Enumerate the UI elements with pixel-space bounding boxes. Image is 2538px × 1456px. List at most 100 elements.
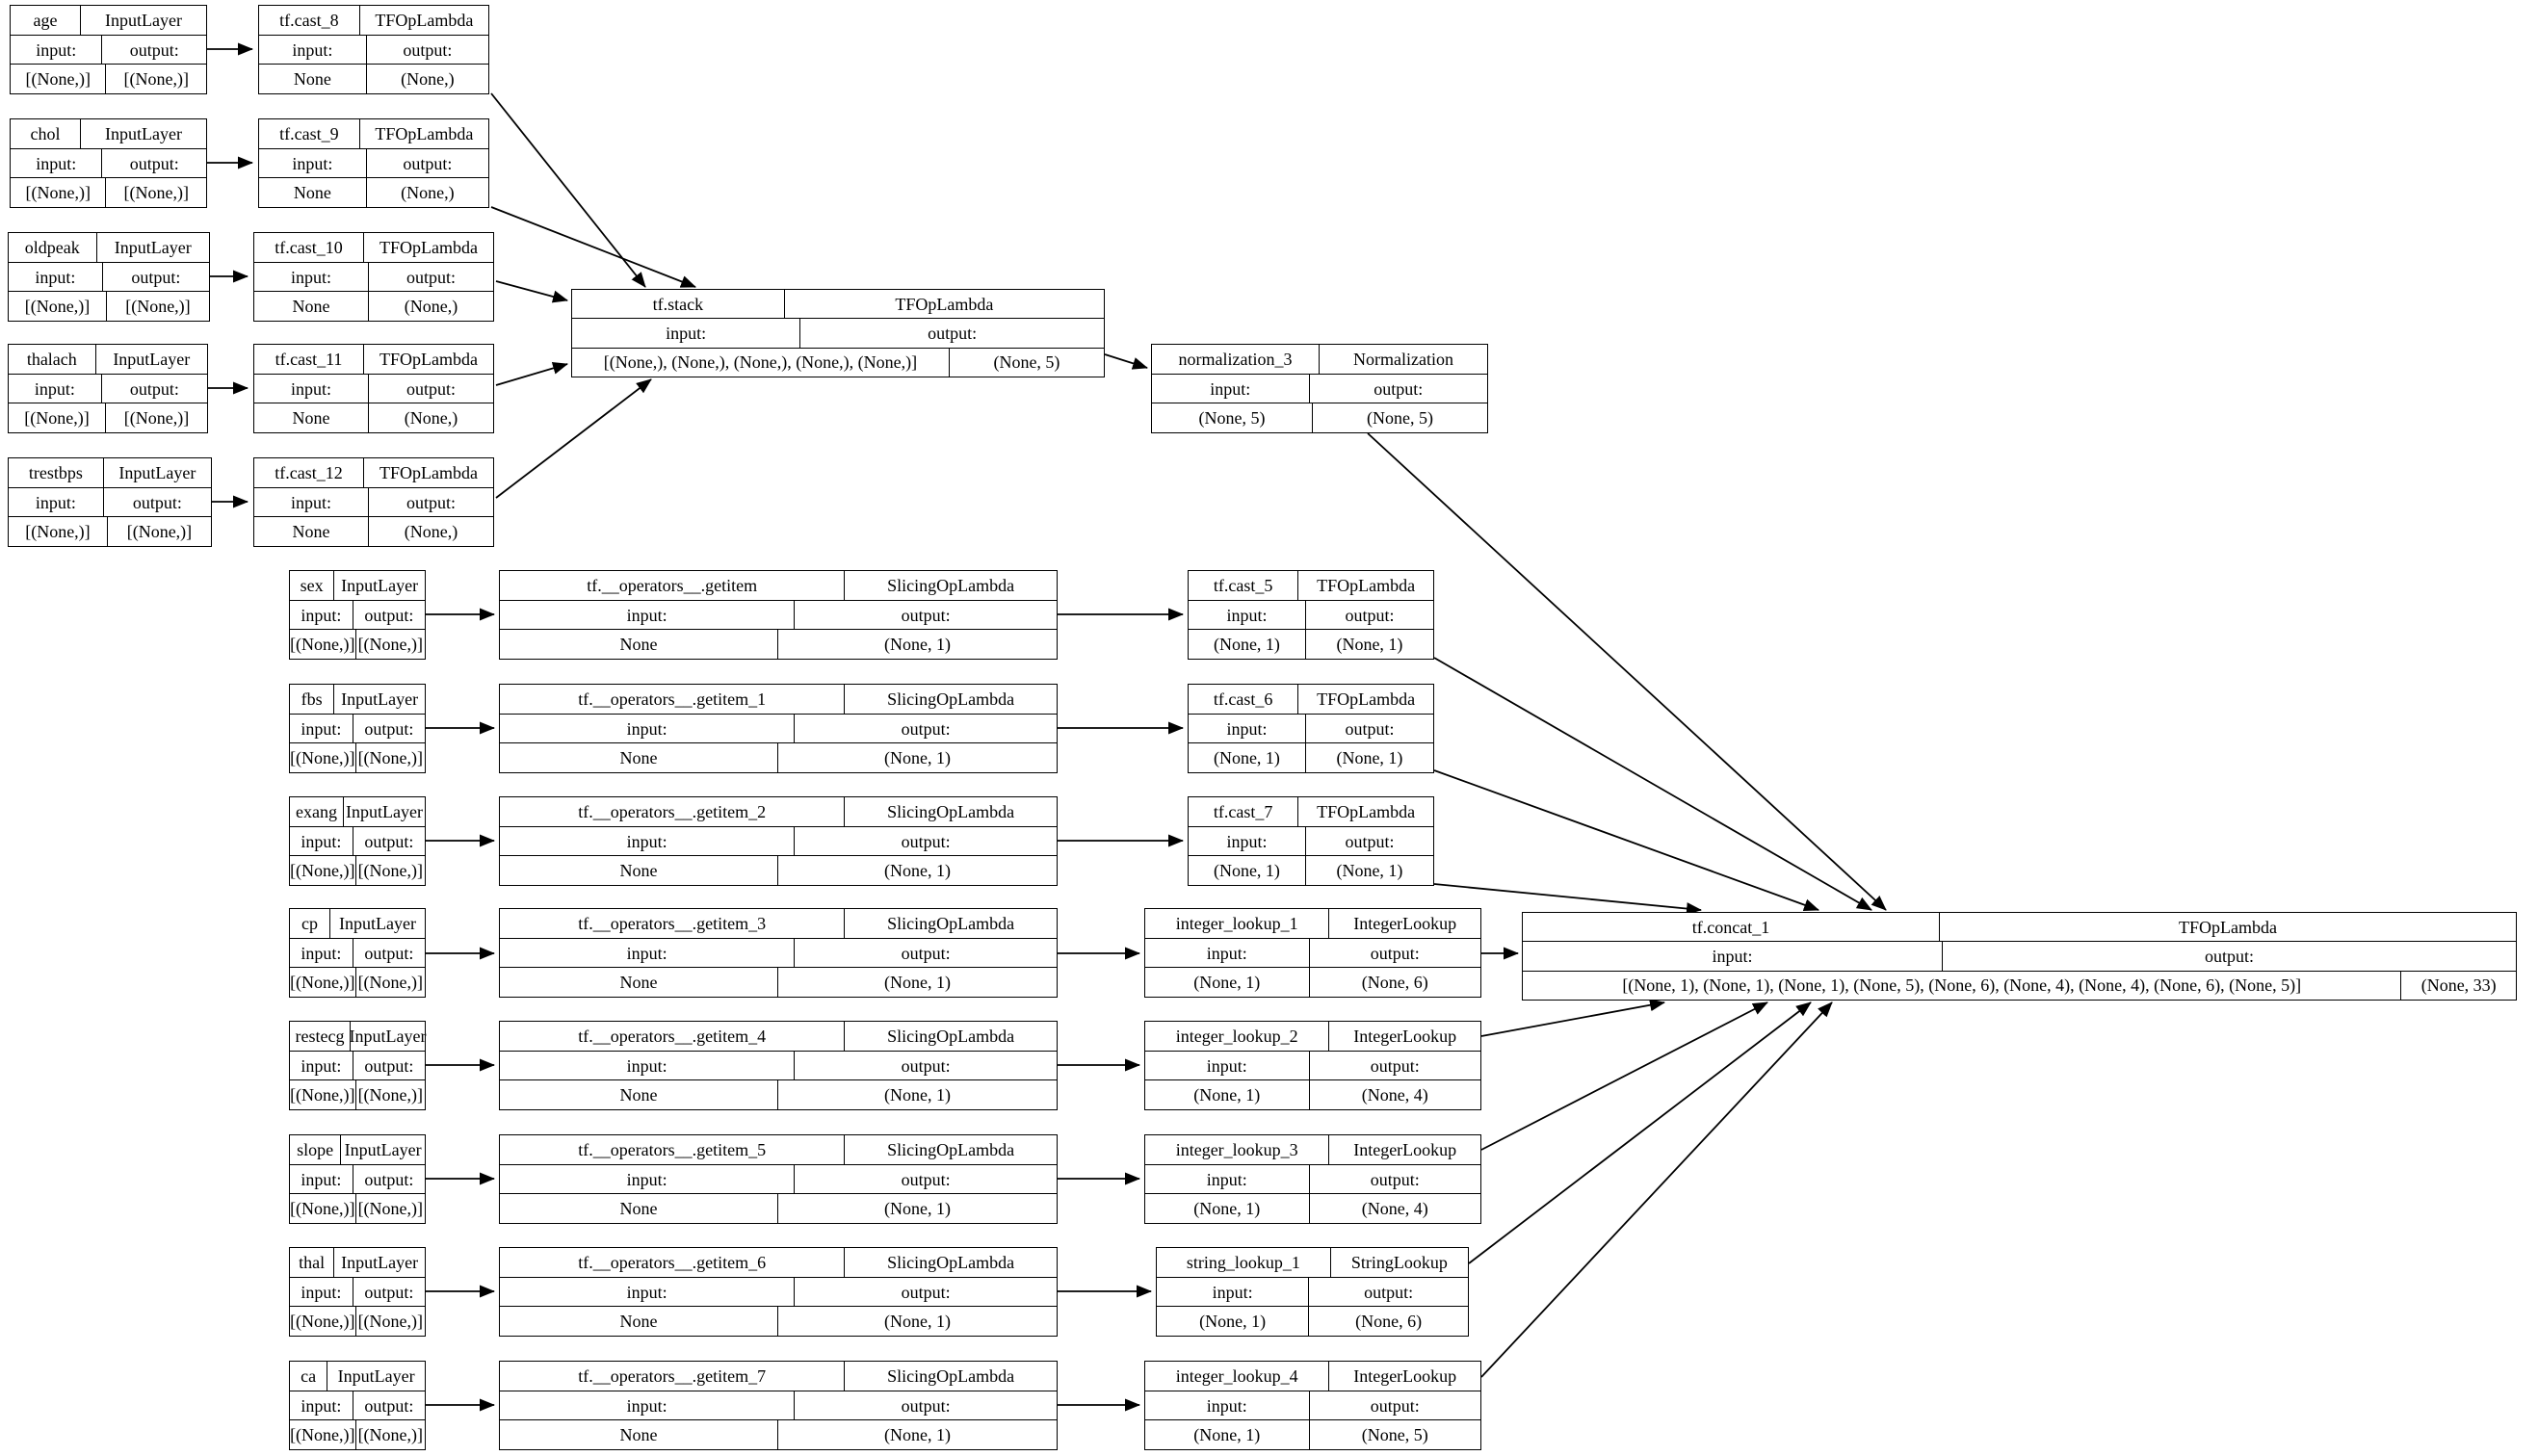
input-label: input: [1189, 826, 1306, 856]
output-label: output: [1364, 1282, 1414, 1302]
node-row: [(None,)] [(None,)] [9, 292, 209, 322]
node-row: input: output: [254, 374, 493, 404]
node-row: None (None,) [259, 65, 488, 94]
layer-name: tf.cast_9 [259, 119, 360, 148]
layer-name: thalach [9, 345, 96, 374]
layer-class: InputLayer [105, 123, 183, 143]
input-shape: None [500, 856, 778, 886]
input-label: input: [259, 148, 367, 178]
layer-name: ca [290, 1362, 328, 1391]
input-label: input: [290, 1051, 353, 1080]
node-row: integer_lookup_4 IntegerLookup [1145, 1362, 1480, 1391]
input-label: input: [1145, 1051, 1310, 1080]
node-row: slope InputLayer [290, 1135, 425, 1165]
layer-name: slope [290, 1135, 342, 1164]
input-label: input: [1523, 942, 1944, 971]
node-row: [(None,)] [(None,)] [290, 1307, 425, 1337]
input-shape: (None, 1) [1189, 743, 1306, 773]
output-shape: (None, 1) [884, 1199, 951, 1219]
layer-class: SlicingOpLambda [887, 1026, 1015, 1046]
input-shape: [(None, 1), (None, 1), (None, 1), (None,… [1523, 971, 2402, 1000]
edge-tf.cast_8-to-tf.stack [490, 92, 646, 288]
node-row: ca InputLayer [290, 1362, 425, 1391]
input-label: input: [500, 714, 796, 743]
layer-class: TFOpLambda [2179, 917, 2277, 937]
output-shape: (None, 1) [884, 1085, 951, 1105]
node-row: thal InputLayer [290, 1248, 425, 1278]
node-row: integer_lookup_1 IntegerLookup [1145, 909, 1480, 939]
node-row: [(None,)] [(None,)] [290, 743, 425, 773]
input-label: input: [500, 1164, 796, 1194]
output-shape: [(None,)] [357, 861, 424, 881]
input-label: input: [9, 262, 103, 292]
node-row: None (None,) [254, 403, 493, 433]
output-shape: [(None,)] [126, 522, 193, 542]
node-row: None (None, 1) [500, 743, 1057, 773]
output-shape: (None, 1) [884, 635, 951, 655]
node-tf-operators-getitem-6: tf.__operators__.getitem_6 SlicingOpLambd… [499, 1247, 1058, 1337]
output-label: output: [406, 378, 457, 399]
node-age: age InputLayer input: output: [(None,)] [(Non… [10, 5, 207, 94]
input-label: input: [290, 938, 353, 968]
output-shape: (None,) [404, 297, 458, 317]
output-label: output: [1345, 605, 1395, 625]
input-label: input: [290, 826, 353, 856]
output-shape: (None,) [401, 183, 455, 203]
output-shape: (None, 1) [1336, 748, 1403, 768]
output-shape: [(None,)] [357, 635, 424, 655]
node-row: fbs InputLayer [290, 685, 425, 715]
input-shape: None [500, 1194, 778, 1224]
node-row: tf.__operators__.getitem_5 SlicingOpLambd… [500, 1135, 1057, 1165]
input-shape: (None, 1) [1189, 630, 1306, 660]
input-label: input: [11, 35, 103, 65]
layer-name: exang [290, 797, 344, 826]
node-row: [(None,)] [(None,)] [290, 1420, 425, 1450]
node-row: tf.__operators__.getitem_4 SlicingOpLambd… [500, 1022, 1057, 1052]
node-tf-operators-getitem: tf.__operators__.getitem SlicingOpLambda i… [499, 570, 1058, 660]
node-tf-operators-getitem-3: tf.__operators__.getitem_3 SlicingOpLambd… [499, 908, 1058, 998]
node-row: input: output: [500, 938, 1057, 969]
output-shape: [(None,)] [357, 1085, 424, 1105]
layer-class: TFOpLambda [895, 294, 994, 314]
node-row: [(None,)] [(None,)] [9, 517, 211, 547]
node-row: oldpeak InputLayer [9, 233, 209, 263]
input-shape: [(None,)] [9, 403, 106, 433]
input-label: input: [1145, 1164, 1310, 1194]
node-integer-lookup-3: integer_lookup_3 IntegerLookup input: outpu… [1144, 1134, 1481, 1224]
node-row: input: output: [290, 1391, 425, 1421]
output-shape: (None, 4) [1361, 1199, 1428, 1219]
input-shape: None [254, 292, 370, 322]
node-tf-cast-5: tf.cast_5 TFOpLambda input: output: (None, 1… [1188, 570, 1434, 660]
node-row: input: output: [254, 262, 493, 293]
node-tf-cast-7: tf.cast_7 TFOpLambda input: output: (None, 1… [1188, 796, 1434, 886]
node-row: trestbps InputLayer [9, 458, 211, 488]
node-row: None (None, 1) [500, 630, 1057, 660]
output-label: output: [901, 718, 951, 739]
layer-name: tf.cast_7 [1189, 797, 1299, 826]
layer-class: InputLayer [113, 349, 191, 369]
layer-class: InputLayer [114, 237, 192, 257]
node-row: tf.__operators__.getitem_2 SlicingOpLambd… [500, 797, 1057, 827]
input-label: input: [500, 600, 796, 630]
output-label: output: [364, 1169, 414, 1189]
output-label: output: [928, 323, 978, 343]
node-tf-cast-12: tf.cast_12 TFOpLambda input: output: None (No… [253, 457, 494, 547]
node-row: input: output: [500, 1277, 1057, 1308]
layer-class: TFOpLambda [1317, 575, 1416, 595]
node-row: tf.__operators__.getitem_1 SlicingOpLambd… [500, 685, 1057, 715]
edge-tf.cast_9-to-tf.stack [490, 206, 696, 288]
layer-name: tf.__operators__.getitem [500, 571, 846, 600]
node-row: None (None,) [259, 178, 488, 208]
input-label: input: [290, 1164, 353, 1194]
layer-class: InputLayer [118, 462, 196, 482]
node-row: tf.concat_1 TFOpLambda [1523, 913, 2516, 943]
input-shape: None [259, 178, 367, 208]
input-shape: None [500, 743, 778, 773]
layer-class: SlicingOpLambda [887, 801, 1015, 821]
edge-tf.cast_12-to-tf.stack [495, 378, 652, 499]
output-label: output: [1370, 1169, 1420, 1189]
edge-tf.cast_7-to-tf.concat_1 [1433, 883, 1702, 916]
layer-name: tf.cast_8 [259, 6, 360, 35]
layer-name: tf.__operators__.getitem_2 [500, 797, 846, 826]
